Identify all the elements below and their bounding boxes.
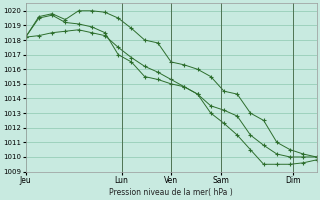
X-axis label: Pression niveau de la mer( hPa ): Pression niveau de la mer( hPa ) xyxy=(109,188,233,197)
